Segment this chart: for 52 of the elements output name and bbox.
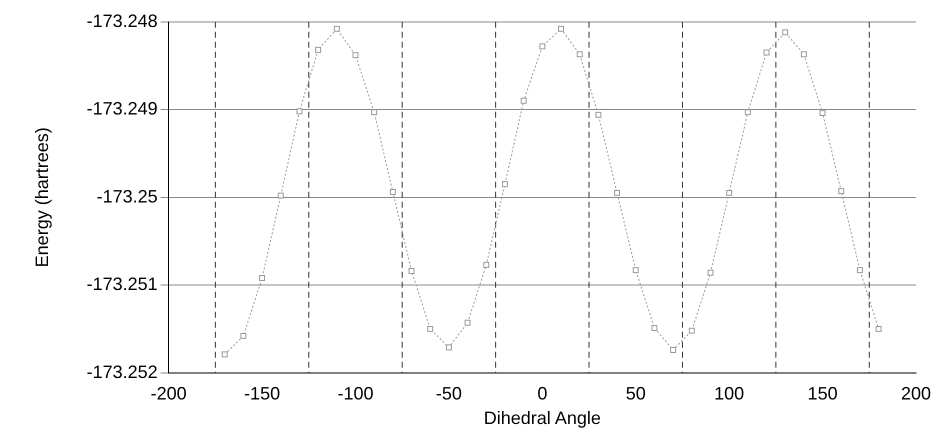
point xyxy=(502,181,508,188)
point xyxy=(764,50,770,56)
x-tick-label: 200 xyxy=(900,384,932,404)
point xyxy=(483,262,490,268)
point xyxy=(390,189,396,196)
y-tick-label: -173.252 xyxy=(86,362,158,382)
point xyxy=(800,51,807,58)
point xyxy=(352,52,358,58)
point xyxy=(446,344,452,350)
point xyxy=(464,320,471,326)
point xyxy=(558,26,564,32)
point xyxy=(726,190,732,196)
point xyxy=(744,109,751,116)
point xyxy=(334,26,340,32)
point xyxy=(278,192,284,199)
point xyxy=(595,112,602,118)
point xyxy=(296,108,302,114)
point xyxy=(632,267,639,274)
x-axis-title: Dihedral Angle xyxy=(484,408,601,428)
x-tick-label: -50 xyxy=(436,384,462,404)
point xyxy=(371,109,378,116)
point xyxy=(688,328,695,334)
point xyxy=(614,190,620,196)
point xyxy=(838,188,844,194)
y-tick-label: -173.25 xyxy=(96,186,158,206)
y-tick-label: -173.249 xyxy=(86,98,158,119)
y-tick-label: -173.248 xyxy=(86,10,158,31)
x-tick-label: 100 xyxy=(714,384,744,404)
point xyxy=(315,46,322,53)
y-axis-title: Energy (hartrees) xyxy=(32,127,52,268)
point xyxy=(876,326,882,332)
x-tick-label: 150 xyxy=(808,384,838,404)
x-tick-label: -200 xyxy=(150,384,187,404)
x-tick-label: 50 xyxy=(626,384,646,404)
point xyxy=(856,267,863,274)
point xyxy=(427,326,434,332)
point xyxy=(707,270,714,276)
point xyxy=(651,325,658,332)
y-tick-label: -173.251 xyxy=(86,274,158,294)
x-tick-label: -150 xyxy=(244,384,280,404)
x-tick-label: -100 xyxy=(337,384,374,404)
point xyxy=(820,110,826,116)
point xyxy=(520,98,527,104)
point xyxy=(408,268,415,274)
point xyxy=(240,332,246,339)
point xyxy=(539,43,546,50)
point xyxy=(782,29,788,36)
point xyxy=(222,351,228,358)
point xyxy=(259,275,266,282)
point xyxy=(576,51,583,58)
x-tick-label: 0 xyxy=(537,384,548,404)
point xyxy=(670,347,676,353)
